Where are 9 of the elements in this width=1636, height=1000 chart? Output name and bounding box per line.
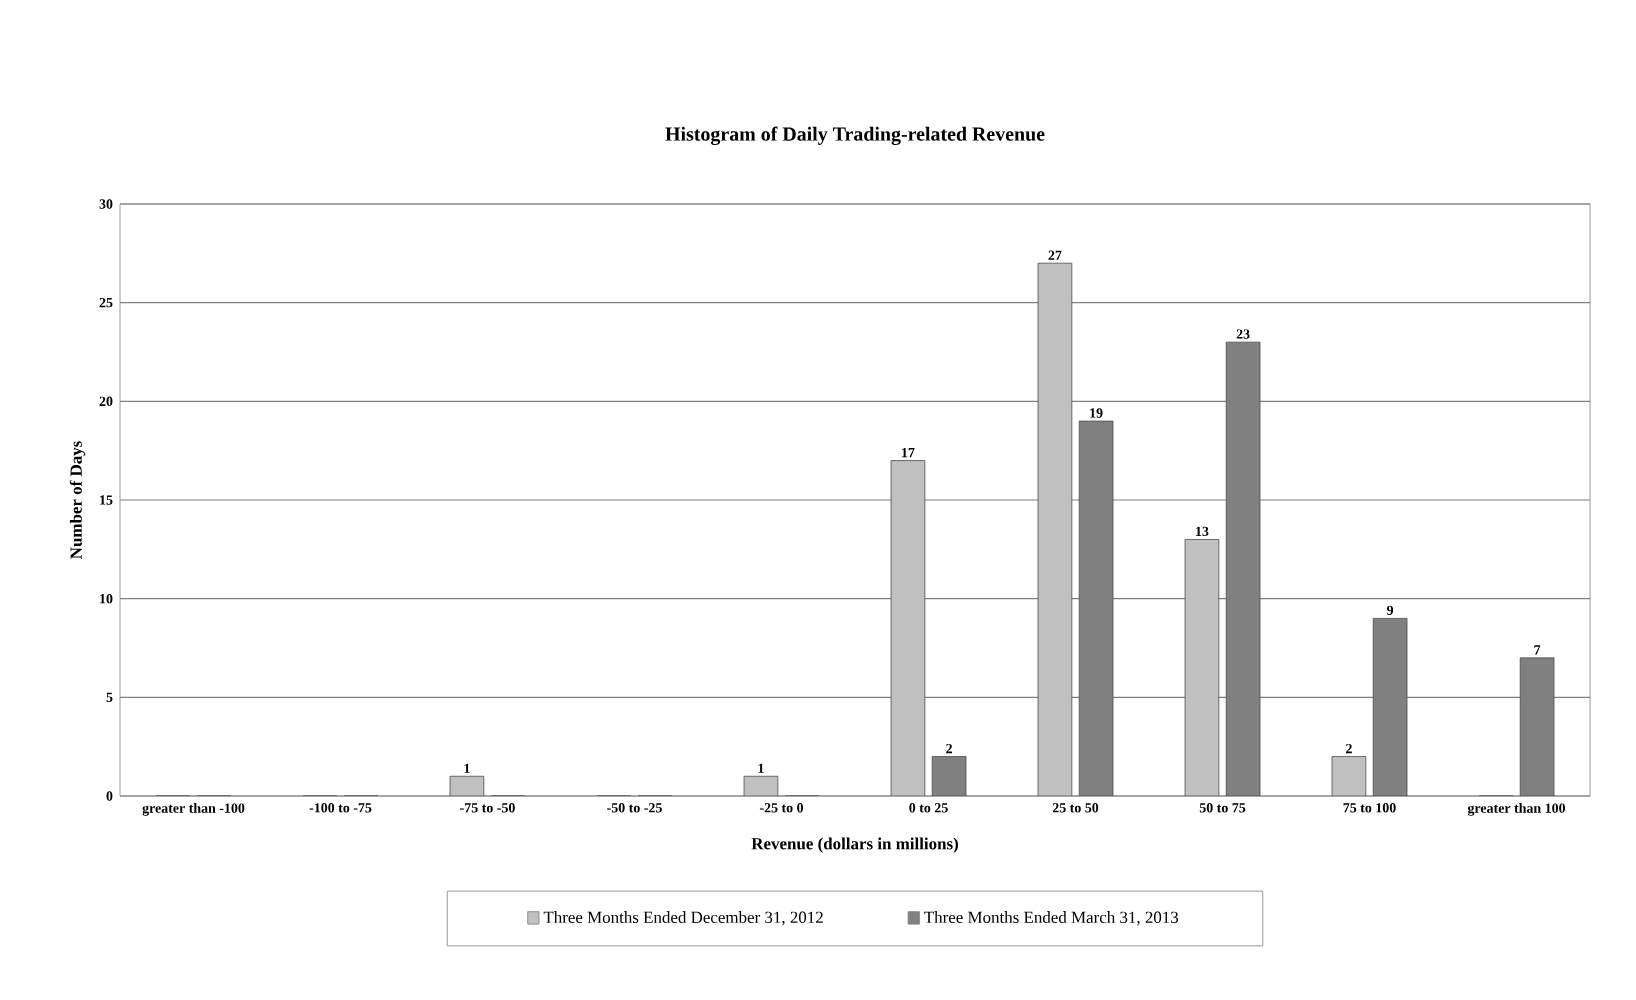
- y-axis-title: Number of Days: [69, 441, 86, 559]
- x-axis-title: Revenue (dollars in millions): [751, 837, 959, 853]
- bar: [1331, 756, 1367, 796]
- bar: [1184, 539, 1220, 796]
- chart-title: Histogram of Daily Trading-related Revenue: [665, 126, 1045, 146]
- legend-label: Three Months Ended December 31, 2012: [543, 911, 823, 926]
- bar: [1037, 262, 1073, 796]
- legend-label: Three Months Ended March 31, 2013: [924, 911, 1179, 926]
- bar: [890, 460, 926, 796]
